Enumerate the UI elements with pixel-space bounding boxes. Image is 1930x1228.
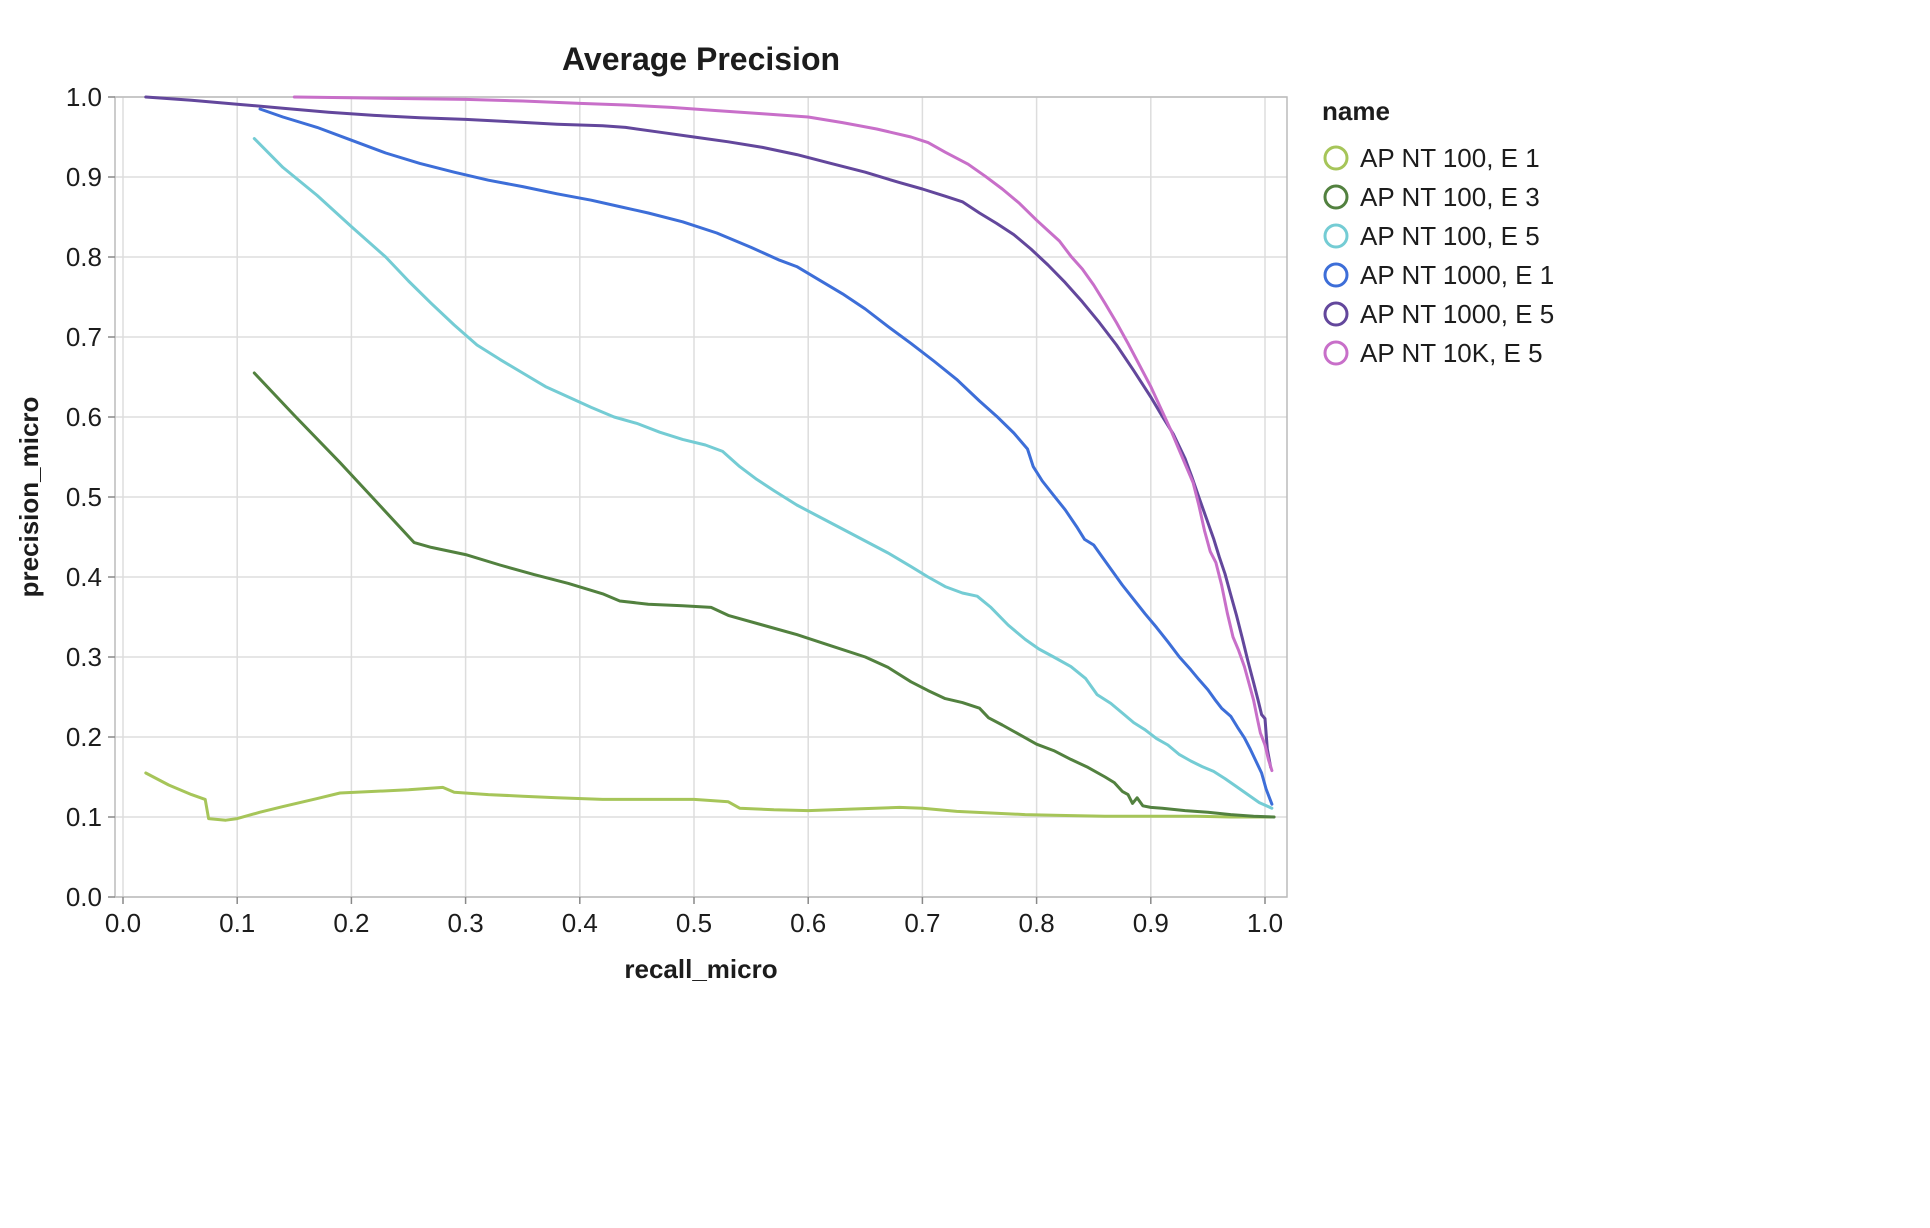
legend-title: name bbox=[1322, 96, 1390, 126]
legend-label: AP NT 100, E 5 bbox=[1360, 221, 1540, 251]
y-tick-label: 0.6 bbox=[66, 402, 102, 432]
legend-item-ap-nt-1000-e-5: AP NT 1000, E 5 bbox=[1323, 299, 1554, 329]
x-tick-label: 1.0 bbox=[1247, 908, 1283, 938]
legend-label: AP NT 100, E 1 bbox=[1360, 143, 1540, 173]
legend-marker-circle-icon bbox=[1323, 184, 1349, 210]
series-line-ap-nt-10k-e-5 bbox=[292, 95, 1274, 773]
series-line-ap-nt-1000-e-5 bbox=[144, 95, 1273, 769]
legend-label: AP NT 1000, E 5 bbox=[1360, 299, 1554, 329]
legend-item-ap-nt-100-e-5: AP NT 100, E 5 bbox=[1323, 221, 1540, 251]
x-tick-label: 0.9 bbox=[1133, 908, 1169, 938]
y-tick-label: 0.2 bbox=[66, 722, 102, 752]
legend-layer: AP NT 100, E 1 AP NT 100, E 3 AP NT 100, E… bbox=[1323, 143, 1554, 368]
legend-marker-circle-icon bbox=[1323, 145, 1349, 171]
x-tick-label: 0.1 bbox=[219, 908, 255, 938]
series-layer bbox=[144, 95, 1276, 822]
legend-item-ap-nt-1000-e-1: AP NT 1000, E 1 bbox=[1323, 260, 1554, 290]
legend-marker-circle-icon bbox=[1323, 223, 1349, 249]
y-tick-label: 0.3 bbox=[66, 642, 102, 672]
x-tick-label: 0.5 bbox=[676, 908, 712, 938]
x-tick-label: 0.0 bbox=[105, 908, 141, 938]
x-tick-label: 0.3 bbox=[448, 908, 484, 938]
x-tick-label: 0.6 bbox=[790, 908, 826, 938]
y-tick-label: 1.0 bbox=[66, 82, 102, 112]
series-line-ap-nt-100-e-5 bbox=[252, 137, 1274, 810]
y-tick-label: 0.4 bbox=[66, 562, 102, 592]
legend-item-ap-nt-100-e-3: AP NT 100, E 3 bbox=[1323, 182, 1540, 212]
legend-marker-circle-icon bbox=[1323, 340, 1349, 366]
y-tick-label: 0.0 bbox=[66, 882, 102, 912]
chart-title: Average Precision bbox=[562, 41, 840, 77]
y-axis-title: precision_micro bbox=[14, 397, 44, 598]
x-tick-label: 0.4 bbox=[562, 908, 598, 938]
legend-label: AP NT 100, E 3 bbox=[1360, 182, 1540, 212]
x-tick-label: 0.7 bbox=[904, 908, 940, 938]
x-axis-title: recall_micro bbox=[624, 954, 777, 984]
legend-marker-circle-icon bbox=[1323, 301, 1349, 327]
legend-label: AP NT 1000, E 1 bbox=[1360, 260, 1554, 290]
legend-marker-circle-icon bbox=[1323, 262, 1349, 288]
axis-layer: 0.0 0.1 0.2 0.3 0.4 0.5 0.6 0.7 0.8 0.9 1.0 0.0 0.1 0… bbox=[66, 82, 1283, 938]
y-tick-label: 0.5 bbox=[66, 482, 102, 512]
legend-item-ap-nt-100-e-1: AP NT 100, E 1 bbox=[1323, 143, 1540, 173]
series-line-ap-nt-100-e-1 bbox=[144, 771, 1273, 822]
y-tick-label: 0.8 bbox=[66, 242, 102, 272]
y-tick-label: 0.9 bbox=[66, 162, 102, 192]
series-line-ap-nt-100-e-3 bbox=[252, 371, 1276, 819]
series-line-ap-nt-1000-e-1 bbox=[258, 107, 1274, 806]
x-tick-label: 0.2 bbox=[333, 908, 369, 938]
y-tick-label: 0.1 bbox=[66, 802, 102, 832]
x-tick-label: 0.8 bbox=[1019, 908, 1055, 938]
legend-item-ap-nt-10k-e-5: AP NT 10K, E 5 bbox=[1323, 338, 1543, 368]
legend-label: AP NT 10K, E 5 bbox=[1360, 338, 1543, 368]
grid-layer bbox=[114, 96, 1288, 898]
y-tick-label: 0.7 bbox=[66, 322, 102, 352]
